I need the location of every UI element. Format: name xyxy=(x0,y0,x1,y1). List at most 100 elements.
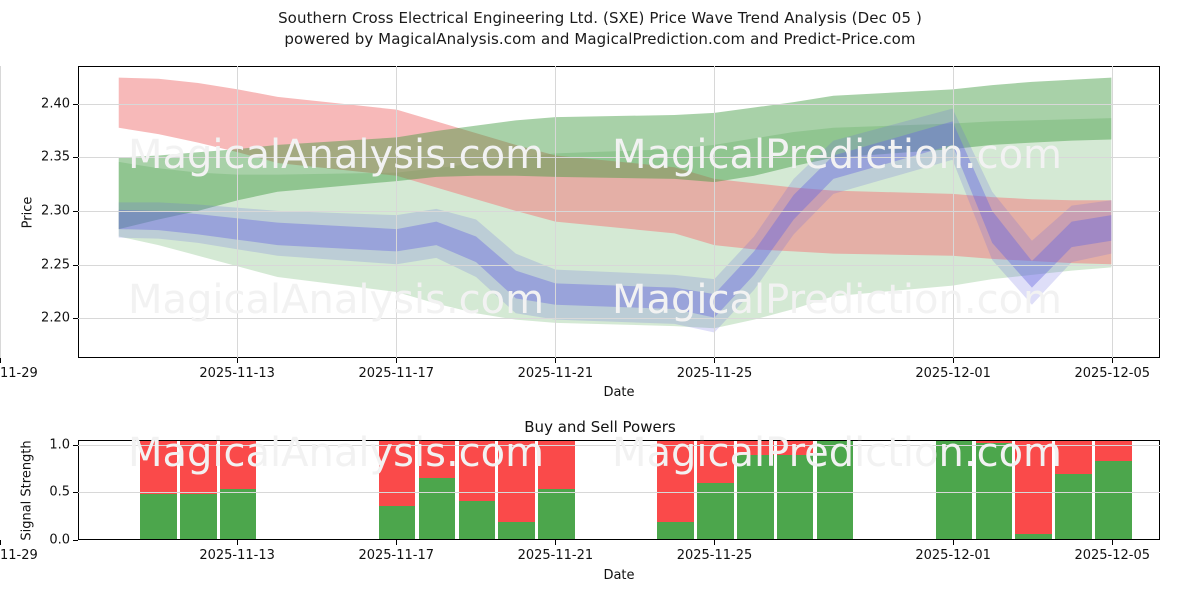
buy-power-segment xyxy=(975,443,1013,539)
power-bar[interactable] xyxy=(776,441,814,539)
power-bar[interactable] xyxy=(538,441,575,539)
sell-power-segment xyxy=(697,441,734,483)
buy-power-segment xyxy=(1055,474,1092,539)
power-bar[interactable] xyxy=(219,441,257,539)
price-gridline xyxy=(78,103,1160,105)
price-x-tick-label: 2025-11-25 xyxy=(676,366,753,381)
powers-x-tick-label: 2025-11-21 xyxy=(517,548,594,563)
power-bar[interactable] xyxy=(498,441,535,539)
powers-x-axis-title: Date xyxy=(603,568,635,583)
powers-x-tick-mark xyxy=(237,540,239,545)
power-bar[interactable] xyxy=(816,441,854,539)
powers-x-tick-label: 2025-11-25 xyxy=(676,548,753,563)
price-x-tick-label: 2025-11-21 xyxy=(517,366,594,381)
powers-x-tick-mark xyxy=(0,540,1,545)
powers-y-tick-label: 1.0 xyxy=(49,437,70,453)
price-x-tick-mark xyxy=(237,358,239,363)
power-bar[interactable] xyxy=(418,441,456,539)
powers-x-tick-label: 2025-11-17 xyxy=(358,548,435,563)
power-bar[interactable] xyxy=(378,441,416,539)
powers-x-tick-label: 2025-11-13 xyxy=(199,548,275,563)
title-line-1: Southern Cross Electrical Engineering Lt… xyxy=(278,9,922,27)
powers-x-tick-label: 2025-12-05 xyxy=(1074,548,1151,563)
power-bar[interactable] xyxy=(1095,441,1132,539)
price-x-tick-label: 2025-11-13 xyxy=(199,366,275,381)
powers-x-tick-label: 2025-12-01 xyxy=(915,548,991,563)
sell-power-segment xyxy=(378,441,416,506)
power-bar[interactable] xyxy=(458,441,496,539)
powers-x-tick-mark xyxy=(396,540,398,545)
price-x-tick-label: 2025-12-05 xyxy=(1074,366,1151,381)
price-vertical-gridline xyxy=(555,66,557,358)
price-vertical-gridline xyxy=(0,66,1,358)
buy-power-segment xyxy=(378,506,416,539)
sell-power-segment xyxy=(1015,441,1052,534)
price-y-tick-label: 2.30 xyxy=(41,203,70,219)
powers-x-tick-mark xyxy=(1112,540,1114,545)
powers-x-tick-label: 2025-11-29 xyxy=(0,548,38,563)
price-y-tick-label: 2.35 xyxy=(41,149,70,165)
powers-x-tick-mark xyxy=(953,540,955,545)
powers-y-tick-label: 0.5 xyxy=(49,484,70,500)
price-x-tick-label: 2025-11-29 xyxy=(0,366,38,381)
price-y-tick-mark xyxy=(73,318,78,320)
power-bar[interactable] xyxy=(140,441,177,539)
power-bar[interactable] xyxy=(975,441,1013,539)
buy-power-segment xyxy=(776,455,814,539)
sell-power-segment xyxy=(538,441,575,489)
sell-power-segment xyxy=(498,441,535,522)
buy-power-segment xyxy=(538,489,575,539)
price-wave-chart xyxy=(78,66,1160,358)
powers-gridline xyxy=(78,492,1160,494)
sell-power-segment xyxy=(458,441,496,501)
sell-power-segment xyxy=(657,441,694,522)
buy-power-segment xyxy=(458,501,496,539)
buy-power-segment xyxy=(1095,461,1132,539)
price-y-tick-label: 2.20 xyxy=(41,310,70,326)
buy-power-segment xyxy=(140,494,177,539)
powers-chart-title: Buy and Sell Powers xyxy=(524,418,676,436)
power-bar[interactable] xyxy=(697,441,734,539)
price-vertical-gridline xyxy=(1112,66,1114,358)
sell-power-segment xyxy=(140,441,177,494)
price-vertical-gridline xyxy=(953,66,955,358)
powers-y-axis-title: Signal Strength xyxy=(19,440,35,541)
price-x-tick-mark xyxy=(714,358,716,363)
price-band-areas xyxy=(118,77,1112,333)
power-bar[interactable] xyxy=(1055,441,1092,539)
page-title: Southern Cross Electrical Engineering Lt… xyxy=(0,8,1200,50)
price-x-tick-mark xyxy=(1112,358,1114,363)
price-gridline xyxy=(78,210,1160,212)
price-band-green-band xyxy=(118,77,1112,230)
buy-power-segment xyxy=(697,483,734,539)
sell-power-segment xyxy=(219,441,257,489)
title-line-2: powered by MagicalAnalysis.com and Magic… xyxy=(284,30,916,48)
price-band-blue-outer xyxy=(118,108,1112,333)
buy-sell-powers-chart xyxy=(78,440,1160,540)
buy-power-segment xyxy=(219,489,257,539)
price-vertical-gridline xyxy=(396,66,398,358)
price-vertical-gridline xyxy=(714,66,716,358)
price-vertical-gridline xyxy=(237,66,239,358)
powers-y-tick-label: 0.0 xyxy=(49,532,70,548)
price-y-tick-mark xyxy=(73,103,78,105)
power-bar[interactable] xyxy=(657,441,694,539)
price-gridline xyxy=(78,264,1160,266)
power-bar[interactable] xyxy=(180,441,217,539)
buy-power-segment xyxy=(418,478,456,539)
price-gridline xyxy=(78,157,1160,159)
power-bar[interactable] xyxy=(737,441,774,539)
buy-power-segment xyxy=(180,494,217,539)
buy-power-segment xyxy=(816,441,854,539)
buy-power-segment xyxy=(935,441,973,539)
powers-x-tick-mark xyxy=(555,540,557,545)
sell-power-segment xyxy=(1055,441,1092,474)
power-bar[interactable] xyxy=(935,441,973,539)
price-x-tick-mark xyxy=(396,358,398,363)
power-bar[interactable] xyxy=(1015,441,1052,539)
powers-gridline xyxy=(78,444,1160,446)
price-x-axis-title: Date xyxy=(603,385,635,400)
price-y-tick-mark xyxy=(73,264,78,266)
powers-y-tick-mark xyxy=(73,492,78,494)
price-y-tick-label: 2.40 xyxy=(41,96,70,112)
